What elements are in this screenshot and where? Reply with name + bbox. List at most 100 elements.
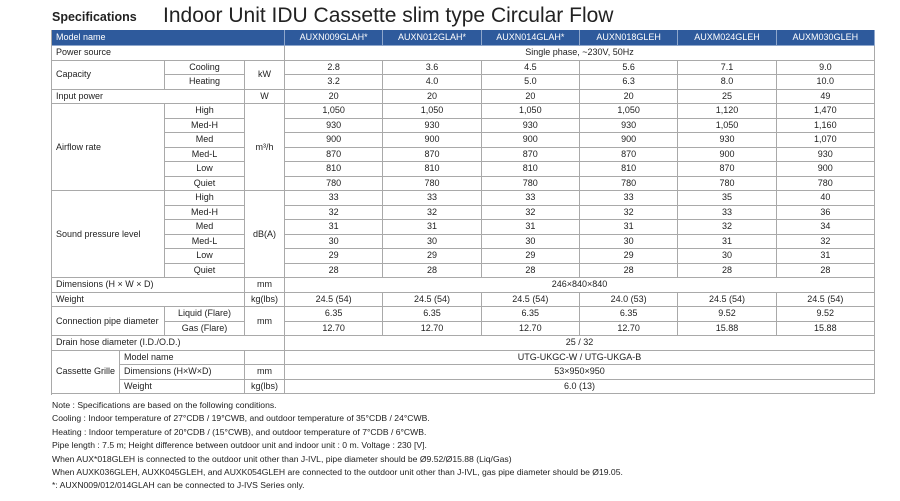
row-label: Power source (52, 46, 285, 61)
value-cell: 29 (580, 249, 679, 264)
value-cell: 780 (383, 176, 482, 191)
value-cell: 25 (678, 89, 777, 104)
sub-label: Weight (120, 379, 245, 394)
value-cell: 870 (481, 147, 580, 162)
value-cell: 1,050 (481, 104, 580, 119)
value-cell: 33 (678, 205, 777, 220)
header-cell: Model name (52, 30, 285, 46)
row-label: Sound pressure level (52, 191, 165, 278)
page-title: Indoor Unit IDU Cassette slim type Circu… (163, 4, 614, 27)
sub-label: Cooling (165, 60, 245, 75)
value-cell: 36 (776, 205, 875, 220)
header-cell: AUXN014GLAH* (481, 30, 580, 46)
note-line: Note : Specifications are based on the f… (52, 400, 277, 410)
value-cell: 6.0 (13) (285, 379, 875, 394)
sub-label: Med-H (165, 205, 245, 220)
value-cell: 870 (678, 162, 777, 177)
value-cell: 12.70 (285, 321, 384, 336)
sub-label: Model name (120, 350, 245, 365)
value-cell: 9.0 (776, 60, 875, 75)
value-cell: 900 (285, 133, 384, 148)
value-cell: 930 (678, 133, 777, 148)
value-cell: 28 (776, 263, 875, 278)
value-cell: 32 (383, 205, 482, 220)
sub-label: Med (165, 220, 245, 235)
unit-cell (245, 350, 285, 365)
value-cell: 1,050 (678, 118, 777, 133)
value-cell: 12.70 (383, 321, 482, 336)
row-label: Dimensions (H × W × D) (52, 278, 245, 293)
value-cell: 3.2 (285, 75, 384, 90)
row-label: Weight (52, 292, 245, 307)
value-cell: 1,050 (285, 104, 384, 119)
value-cell: 1,050 (383, 104, 482, 119)
value-cell: 29 (481, 249, 580, 264)
value-cell: 780 (678, 176, 777, 191)
value-cell: 12.70 (580, 321, 679, 336)
value-cell: 810 (285, 162, 384, 177)
value-cell: 930 (776, 147, 875, 162)
value-cell: 31 (580, 220, 679, 235)
value-cell: 31 (285, 220, 384, 235)
unit-cell: kg(lbs) (245, 292, 285, 307)
value-cell: 1,070 (776, 133, 875, 148)
value-cell: 20 (383, 89, 482, 104)
value-cell: 780 (285, 176, 384, 191)
value-cell: 24.5 (54) (481, 292, 580, 307)
value-cell: 3.6 (383, 60, 482, 75)
value-cell: 930 (481, 118, 580, 133)
value-cell: 900 (580, 133, 679, 148)
value-cell: 53×950×950 (285, 365, 875, 380)
value-cell: 900 (383, 133, 482, 148)
value-cell: 900 (481, 133, 580, 148)
header-cell: AUXN012GLAH* (383, 30, 482, 46)
value-cell: 31 (678, 234, 777, 249)
sub-label: Med-L (165, 147, 245, 162)
value-cell: 24.0 (53) (580, 292, 679, 307)
sub-label: Quiet (165, 176, 245, 191)
value-cell: 31 (481, 220, 580, 235)
value-cell: 8.0 (678, 75, 777, 90)
value-cell: 28 (481, 263, 580, 278)
sub-label: Gas (Flare) (165, 321, 245, 336)
sub-label: Heating (165, 75, 245, 90)
value-cell: 20 (285, 89, 384, 104)
value-cell: 30 (580, 234, 679, 249)
header-cell: AUXN009GLAH* (285, 30, 384, 46)
value-cell: 10.0 (776, 75, 875, 90)
unit-cell: mm (245, 278, 285, 293)
row-label: Cassette Grille (52, 350, 120, 394)
value-cell: 900 (776, 162, 875, 177)
value-cell: 1,120 (678, 104, 777, 119)
value-cell: 12.70 (481, 321, 580, 336)
value-cell: 15.88 (678, 321, 777, 336)
value-cell: 5.6 (580, 60, 679, 75)
value-cell: 2.8 (285, 60, 384, 75)
row-label: Airflow rate (52, 104, 165, 191)
note-line: When AUX*018GLEH is connected to the out… (52, 453, 512, 464)
unit-cell: mm (245, 307, 285, 336)
value-cell: 870 (285, 147, 384, 162)
value-cell: 31 (776, 249, 875, 264)
value-cell: 6.35 (285, 307, 384, 322)
sub-label: Liquid (Flare) (165, 307, 245, 322)
value-cell: 930 (383, 118, 482, 133)
note-line: *: AUXN009/012/014GLAH can be connected … (52, 480, 305, 491)
value-cell: 6.35 (481, 307, 580, 322)
row-label: Drain hose diameter (I.D./O.D.) (52, 336, 285, 351)
value-cell: 33 (285, 191, 384, 206)
unit-cell: mm (245, 365, 285, 380)
value-cell: 15.88 (776, 321, 875, 336)
value-cell: 31 (383, 220, 482, 235)
value-cell: 6.3 (580, 75, 679, 90)
value-cell: 28 (383, 263, 482, 278)
value-cell: 33 (383, 191, 482, 206)
value-cell: 29 (383, 249, 482, 264)
unit-cell: W (245, 89, 285, 104)
row-label: Connection pipe diameter (52, 307, 165, 336)
value-cell: 30 (481, 234, 580, 249)
value-cell: 40 (776, 191, 875, 206)
value-cell: 49 (776, 89, 875, 104)
unit-cell: kg(lbs) (245, 379, 285, 394)
unit-cell: kW (245, 60, 285, 90)
